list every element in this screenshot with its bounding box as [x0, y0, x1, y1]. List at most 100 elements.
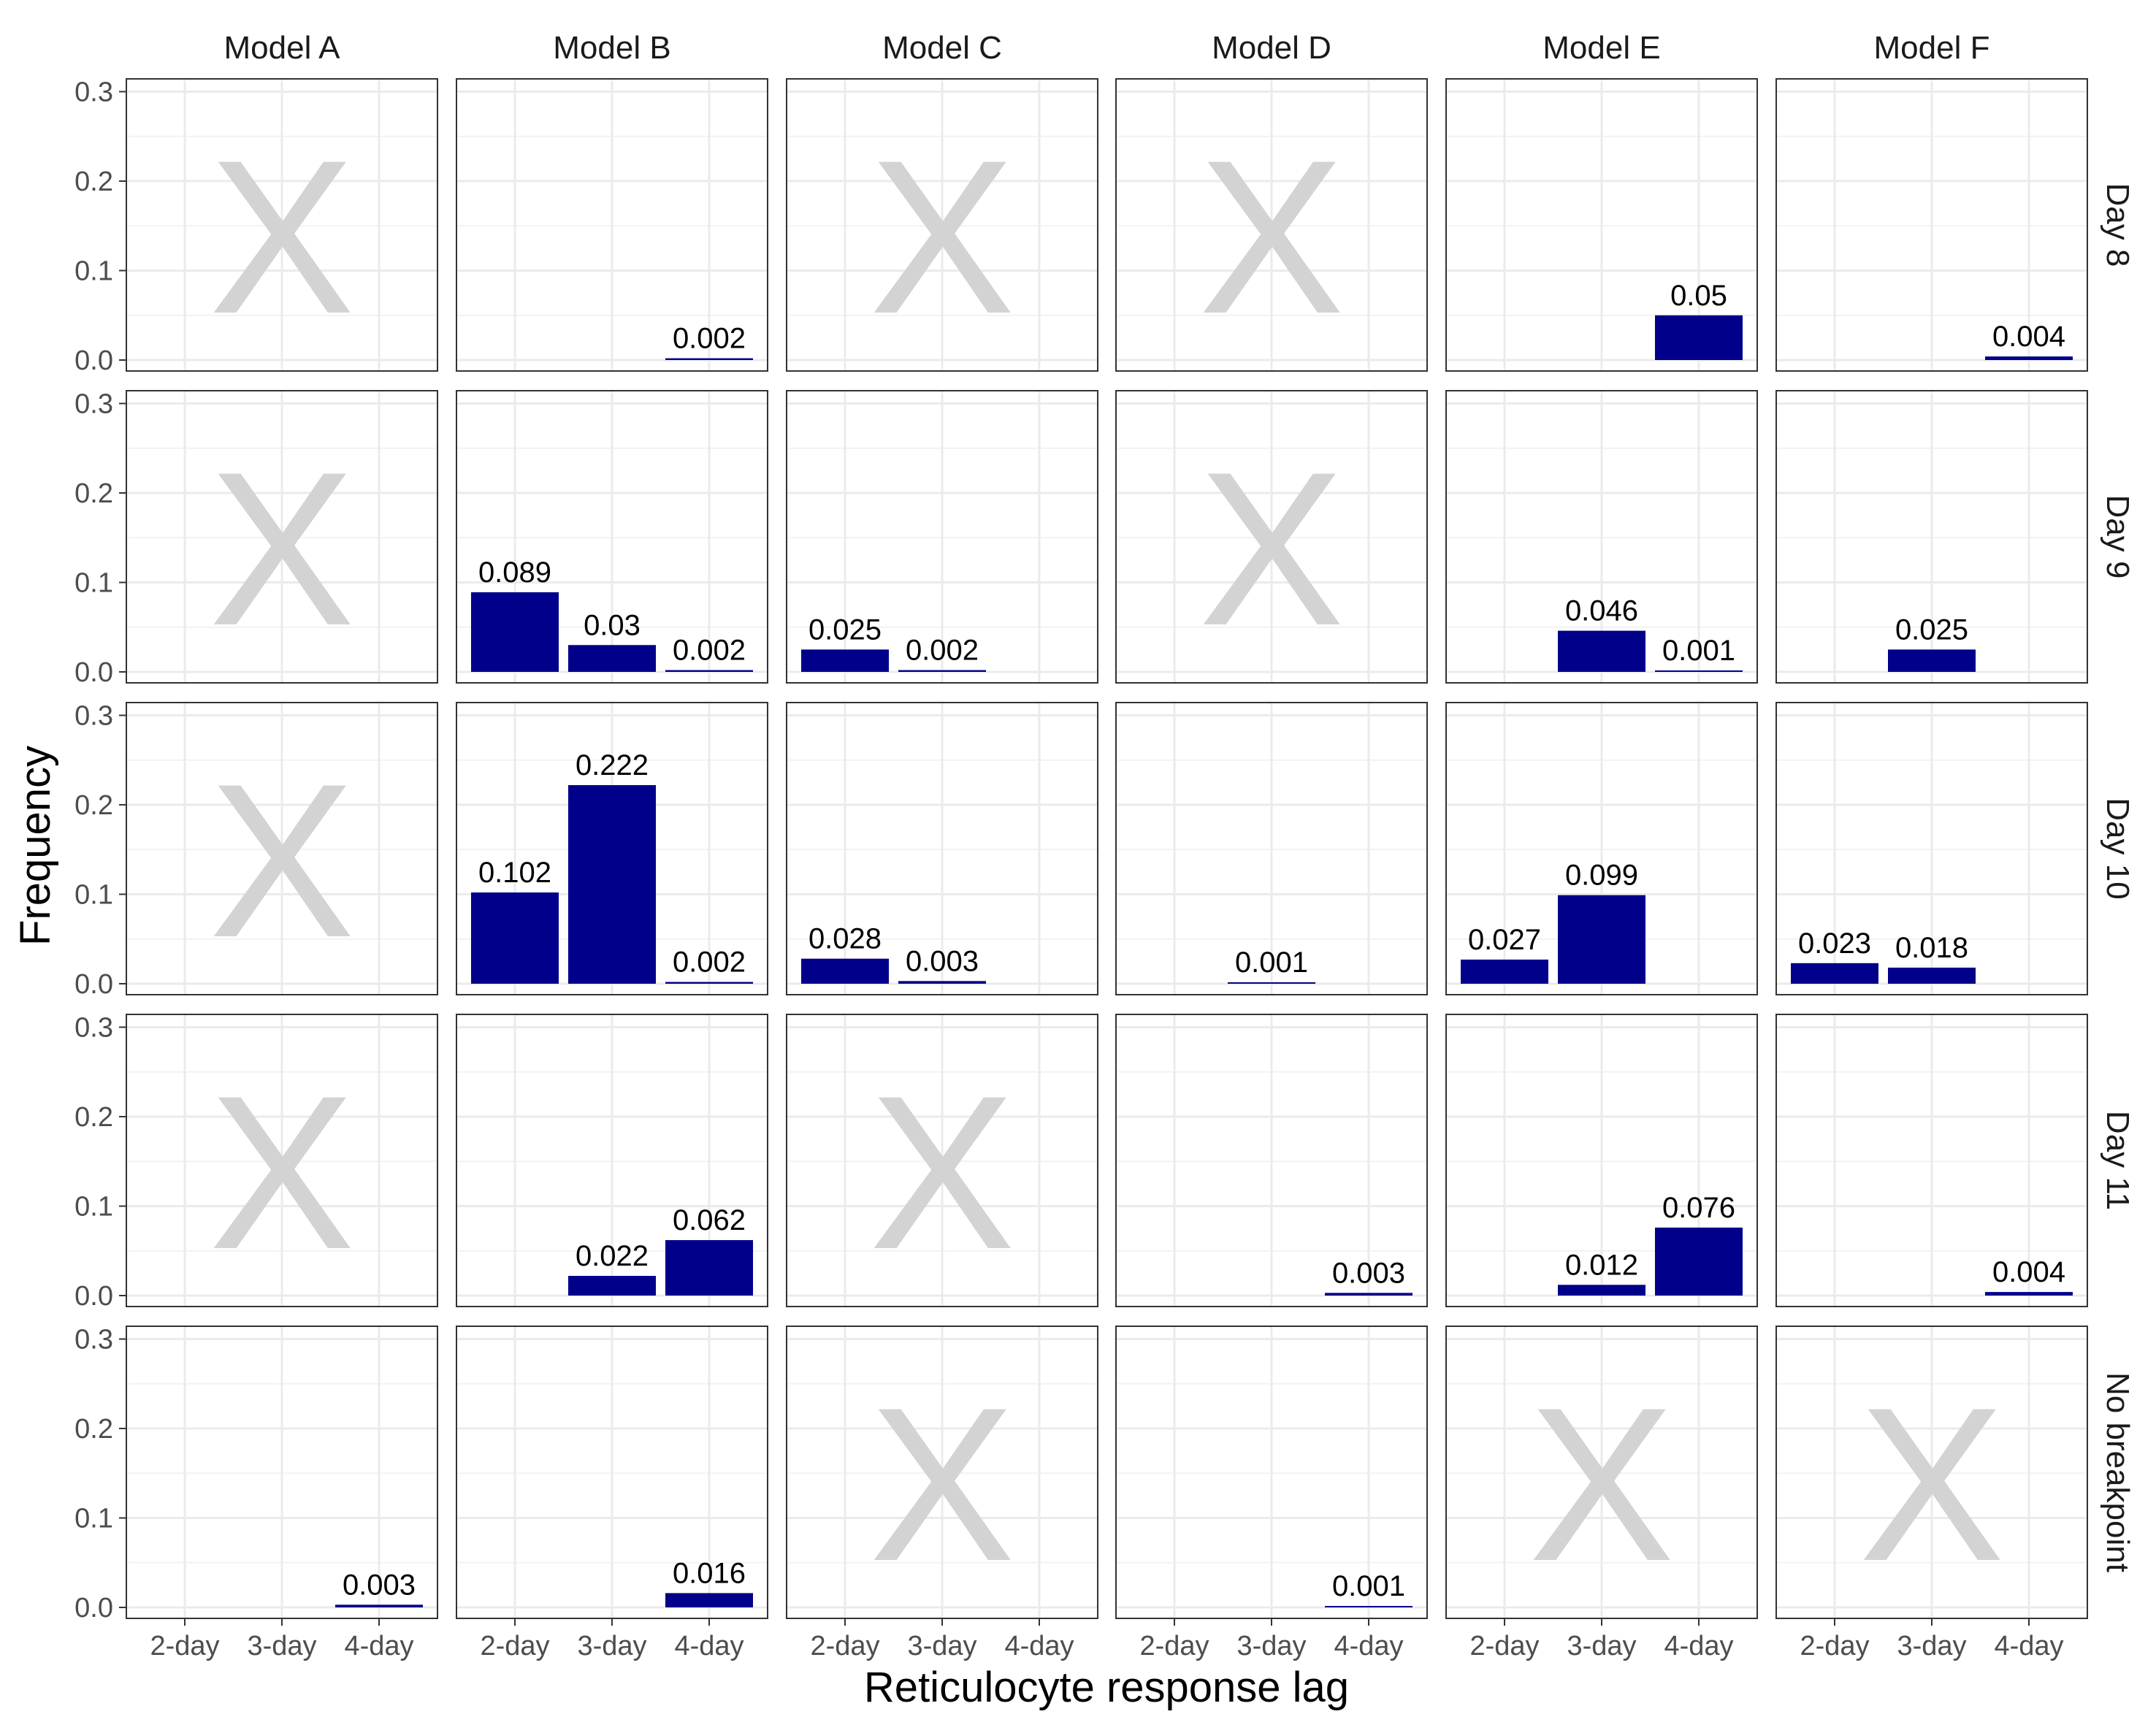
- bar-value-label: 0.001: [1662, 635, 1735, 667]
- panel-day-8-model-e: 0.05: [1445, 78, 1758, 372]
- bar-value-label: 0.028: [808, 923, 882, 955]
- panel-border: [1115, 390, 1428, 684]
- panel-border: [1775, 390, 2088, 684]
- panel-day-10-model-d: 0.001: [1115, 702, 1428, 995]
- y-tick-label: 0.1: [74, 880, 113, 911]
- facet-column-label-model-a: Model A: [224, 30, 341, 66]
- bar-value-label: 0.076: [1662, 1192, 1735, 1224]
- y-tick-label: 0.0: [74, 657, 113, 688]
- panel-border: [1445, 78, 1758, 372]
- facet-column-label-model-c: Model C: [882, 30, 1002, 66]
- bar-3-day: [568, 785, 656, 984]
- panel-day-11-model-f: 0.004: [1775, 1014, 2088, 1307]
- panel-border: [1445, 1014, 1758, 1307]
- x-tick-label: 3-day: [1897, 1631, 1966, 1661]
- bar-value-label: 0.002: [673, 946, 746, 979]
- bar-value-label: 0.046: [1565, 595, 1638, 627]
- bar-value-label: 0.003: [343, 1569, 416, 1601]
- missing-x-mark: X: [209, 1049, 355, 1295]
- panel-day-11-model-a: X: [126, 1014, 438, 1307]
- x-tick-label: 2-day: [1469, 1631, 1539, 1661]
- panel-day-9-model-e: 0.046 0.001: [1445, 390, 1758, 684]
- x-tick-label: 4-day: [1334, 1631, 1403, 1661]
- panel-border: [126, 390, 438, 684]
- panel-border: [1115, 1014, 1428, 1307]
- facet-column-label-model-b: Model B: [553, 30, 670, 66]
- bar-4-day: [1655, 315, 1743, 360]
- panel-no-breakpoint-model-d: 0.001: [1115, 1326, 1428, 1619]
- y-tick-label: 0.0: [74, 345, 113, 376]
- panel-no-breakpoint-model-f: X: [1775, 1326, 2088, 1619]
- panel-day-11-model-e: 0.012 0.076: [1445, 1014, 1758, 1307]
- bar-value-label: 0.018: [1895, 932, 1968, 964]
- panel-border: [1775, 702, 2088, 995]
- bar-3-day: [1228, 982, 1315, 984]
- x-tick-label: 3-day: [577, 1631, 646, 1661]
- bar-value-label: 0.023: [1798, 927, 1871, 960]
- bar-value-label: 0.05: [1670, 280, 1727, 312]
- missing-x-mark: X: [209, 738, 355, 983]
- panel-border: [456, 390, 768, 684]
- bar-2-day: [1461, 959, 1548, 984]
- x-tick-label: 2-day: [810, 1631, 879, 1661]
- y-tick-label: 0.3: [74, 389, 113, 420]
- panel-border: [786, 78, 1098, 372]
- bar-3-day: [1888, 649, 1976, 672]
- y-tick-label: 0.2: [74, 1102, 113, 1133]
- bar-value-label: 0.102: [478, 857, 551, 889]
- panel-no-breakpoint-model-e: X: [1445, 1326, 1758, 1619]
- bar-2-day: [801, 958, 889, 984]
- bar-4-day: [1325, 1293, 1413, 1296]
- missing-x-mark: X: [869, 1361, 1015, 1607]
- facet-row-label-day-8: Day 8: [2100, 183, 2136, 267]
- panel-border: [126, 702, 438, 995]
- panel-border: [786, 390, 1098, 684]
- x-tick-label: 3-day: [1567, 1631, 1636, 1661]
- y-tick-label: 0.2: [74, 790, 113, 821]
- missing-x-mark: X: [869, 1049, 1015, 1295]
- bar-value-label: 0.002: [906, 635, 979, 667]
- missing-x-mark: X: [1199, 114, 1345, 359]
- bar-4-day: [1325, 1606, 1413, 1607]
- panel-day-10-model-c: 0.028 0.003: [786, 702, 1098, 995]
- panel-day-9-model-b: 0.089 0.03 0.002: [456, 390, 768, 684]
- panel-day-8-model-d: X: [1115, 78, 1428, 372]
- x-tick-label: 2-day: [150, 1631, 219, 1661]
- bar-3-day: [1558, 1285, 1645, 1296]
- panel-day-10-model-f: 0.023 0.018: [1775, 702, 2088, 995]
- bar-value-label: 0.03: [584, 609, 641, 641]
- bar-value-label: 0.012: [1565, 1249, 1638, 1281]
- missing-x-mark: X: [209, 426, 355, 671]
- facet-column-label-model-f: Model F: [1874, 30, 1990, 66]
- bar-value-label: 0.062: [673, 1204, 746, 1236]
- y-tick-label: 0.3: [74, 701, 113, 732]
- y-tick-label: 0.2: [74, 1414, 113, 1445]
- bar-3-day: [898, 670, 986, 672]
- y-tick-label: 0.1: [74, 1504, 113, 1534]
- y-tick-label: 0.0: [74, 969, 113, 1000]
- bar-value-label: 0.003: [906, 945, 979, 977]
- bar-value-label: 0.003: [1332, 1257, 1405, 1289]
- panel-day-8-model-b: 0.002: [456, 78, 768, 372]
- panel-day-11-model-b: 0.022 0.062: [456, 1014, 768, 1307]
- panel-border: [1445, 390, 1758, 684]
- bar-value-label: 0.002: [673, 635, 746, 667]
- panel-border: [786, 702, 1098, 995]
- bar-value-label: 0.099: [1565, 860, 1638, 892]
- panel-no-breakpoint-model-c: X: [786, 1326, 1098, 1619]
- x-tick-label: 2-day: [1139, 1631, 1209, 1661]
- panel-day-9-model-a: X: [126, 390, 438, 684]
- bar-value-label: 0.004: [1992, 1256, 2065, 1288]
- bar-4-day: [1655, 1227, 1743, 1296]
- facet-row-label-day-9: Day 9: [2100, 495, 2136, 579]
- panel-border: [1115, 78, 1428, 372]
- bar-value-label: 0.016: [673, 1557, 746, 1589]
- y-tick-label: 0.3: [74, 1013, 113, 1044]
- facet-row-label-no-breakpoint: No breakpoint: [2100, 1372, 2136, 1572]
- panel-border: [126, 78, 438, 372]
- bar-4-day: [1985, 1292, 2073, 1296]
- bar-value-label: 0.027: [1468, 924, 1541, 956]
- panel-day-8-model-c: X: [786, 78, 1098, 372]
- bar-value-label: 0.002: [673, 323, 746, 355]
